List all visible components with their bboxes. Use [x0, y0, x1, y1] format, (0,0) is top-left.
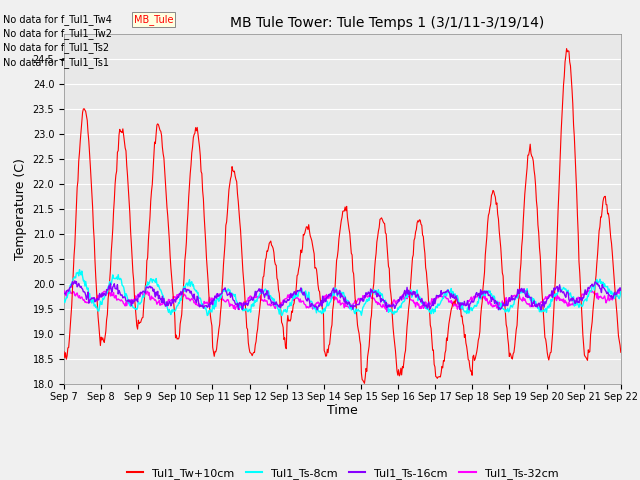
Text: MB_Tule: MB_Tule: [134, 14, 173, 25]
X-axis label: Time: Time: [327, 405, 358, 418]
Y-axis label: Temperature (C): Temperature (C): [14, 158, 27, 260]
Text: No data for f_Tul1_Ts2: No data for f_Tul1_Ts2: [3, 42, 109, 53]
Legend: Tul1_Tw+10cm, Tul1_Ts-8cm, Tul1_Ts-16cm, Tul1_Ts-32cm: Tul1_Tw+10cm, Tul1_Ts-8cm, Tul1_Ts-16cm,…: [122, 464, 563, 480]
Title: MB Tule Tower: Tule Temps 1 (3/1/11-3/19/14): MB Tule Tower: Tule Temps 1 (3/1/11-3/19…: [230, 16, 544, 30]
Text: No data for f_Tul1_Tw4: No data for f_Tul1_Tw4: [3, 13, 112, 24]
Text: No data for f_Tul1_Ts1: No data for f_Tul1_Ts1: [3, 57, 109, 68]
Text: No data for f_Tul1_Tw2: No data for f_Tul1_Tw2: [3, 28, 112, 39]
